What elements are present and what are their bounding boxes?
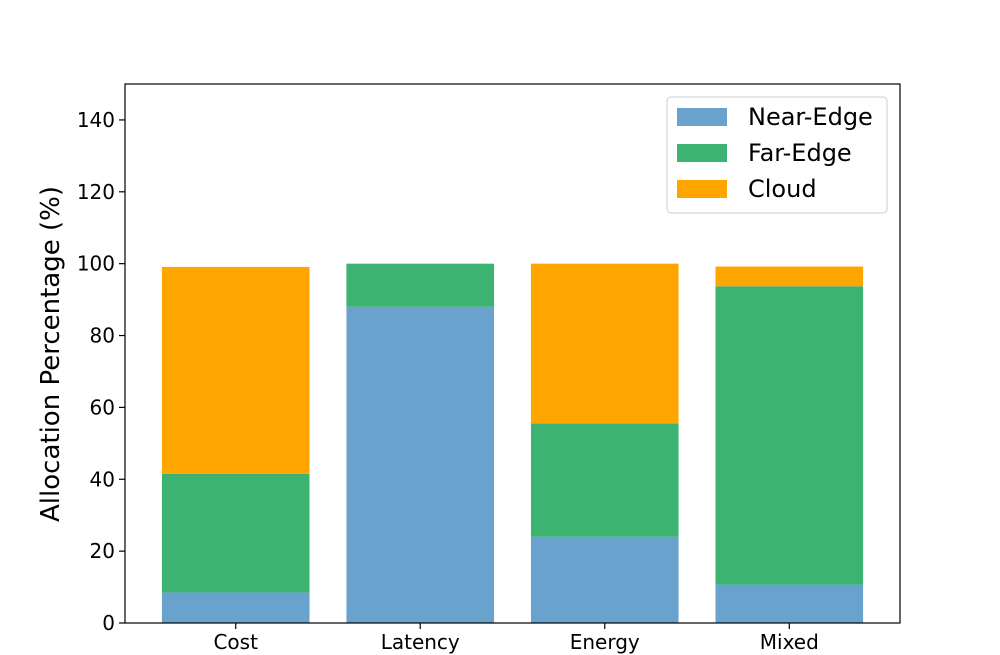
y-axis: 0 20 40 60 80 100 120 140 [77, 108, 125, 635]
x-tick-label-latency: Latency [381, 630, 460, 654]
bar-energy-cloud [530, 263, 679, 424]
y-tick-label: 0 [102, 611, 115, 635]
bar-energy-near-edge [530, 536, 679, 623]
y-tick-label: 80 [90, 324, 115, 348]
plot-frame [124, 83, 901, 624]
bar-mixed-cloud [715, 266, 864, 287]
y-tick-label: 20 [90, 539, 115, 563]
x-tick-label-cost: Cost [213, 630, 258, 654]
bar-latency-far-edge [346, 263, 495, 307]
y-axis-label: Allocation Percentage (%) [36, 186, 66, 522]
bar-mixed-far-edge [715, 286, 864, 585]
bars-layer [161, 263, 864, 623]
bar-cost-cloud [161, 266, 310, 474]
y-tick-label: 60 [90, 395, 115, 419]
x-axis: Cost Latency Energy Mixed [213, 623, 819, 654]
bar-latency-near-edge [346, 306, 495, 623]
bar-cost-near-edge [161, 592, 310, 623]
bar-energy-far-edge [530, 423, 679, 537]
legend-label-near-edge: Near-Edge [748, 103, 873, 131]
x-tick-label-energy: Energy [570, 630, 640, 654]
bar-cost-far-edge [161, 473, 310, 593]
legend-swatch-far-edge [677, 144, 727, 162]
y-tick-label: 120 [77, 180, 115, 204]
y-tick-label: 100 [77, 252, 115, 276]
bar-mixed-near-edge [715, 584, 864, 623]
legend-label-far-edge: Far-Edge [748, 139, 852, 167]
legend-swatch-near-edge [677, 108, 727, 126]
legend-label-cloud: Cloud [748, 175, 817, 203]
x-tick-label-mixed: Mixed [760, 630, 819, 654]
y-tick-label: 40 [90, 467, 115, 491]
legend: Near-Edge Far-Edge Cloud [666, 96, 888, 214]
y-tick-label: 140 [77, 108, 115, 132]
legend-swatch-cloud [677, 180, 727, 198]
